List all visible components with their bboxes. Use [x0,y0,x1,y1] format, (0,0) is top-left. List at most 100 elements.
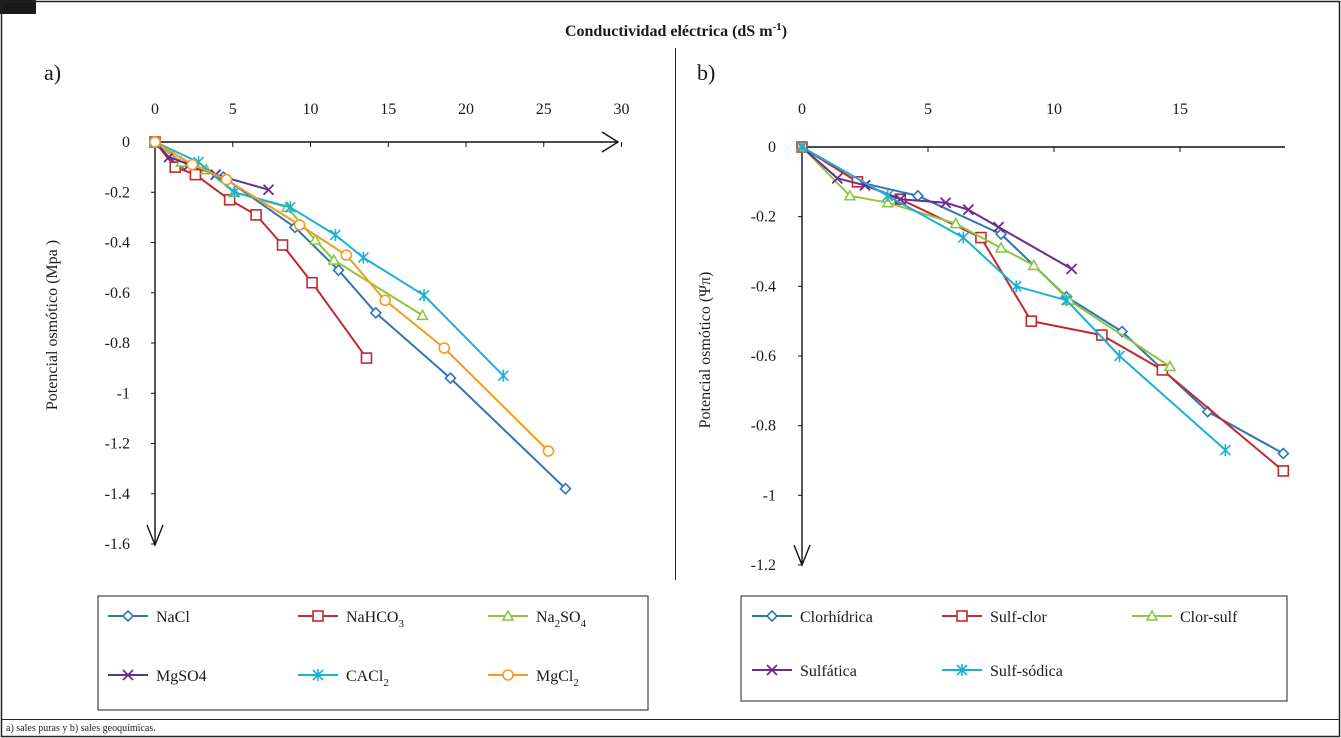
panel-b-y-tick-label: -1 [763,487,776,504]
panel-b-data-point [1066,263,1078,275]
panel-b-label: b) [697,60,715,85]
legend-label: Na2SO4 [536,609,587,630]
panel-b-x-tick-label: 10 [1046,101,1062,118]
panel-a-y-tick-label: -0.2 [105,184,130,201]
panel-b-series-0 [795,140,1290,460]
panel-a-legend-item: MgSO4 [108,668,207,685]
panel-b-series-line [801,146,1284,472]
panel-a-series-0 [148,135,572,495]
corner-mark [0,0,36,14]
panel-a-series-4 [149,136,509,382]
panel-b-data-point [1096,329,1108,341]
legend-label: Sulf-sódica [990,663,1063,680]
panel-b-data-point [882,189,894,202]
panel-b-data-point [1113,349,1126,362]
panel-b-legend-item: Clorhídrica [752,609,873,626]
panel-a-y-tick-label: -1.6 [105,536,130,553]
panel-a-data-point [149,136,161,148]
panel-a-y-tick-label: -1.4 [105,486,130,503]
panel-b-data-point [949,216,963,229]
panel-b-legend: Clorhídrica Sulf-clor Clor-sulf Sulfática Su… [752,609,1238,680]
legend-label: Sulfática [800,663,857,680]
panel-a-data-point [418,289,430,302]
panel-b-data-point [1010,280,1022,293]
legend-label: CACl2 [346,668,389,689]
panel-a-x-tick-label: 0 [151,101,159,118]
panel-b-data-point [894,193,906,205]
legend-label: Clor-sulf [1180,609,1238,626]
legend-label: Clorhídrica [800,609,873,626]
panel-a-series-line [154,141,368,359]
legend-swatch-marker [956,664,968,676]
panel-a-data-point [327,253,341,265]
panel-a-legend: NaCl NaHCO3 Na2SO4 MgSO4 CACl2 MgCl2 [108,609,587,689]
panel-b-legend-item: Sulf-sódica [942,663,1063,680]
legend-swatch-marker [765,609,779,623]
panel-a-y-tick-label: -0.8 [105,335,130,352]
panel-b-x-tick-label: 15 [1172,101,1188,118]
legend-label: NaHCO3 [346,609,404,630]
panel-b-series-3 [796,141,1078,275]
panel-a-y-tick-label: -1.2 [105,436,130,453]
panel-a-data-point [329,228,341,241]
panel-b-data-point [881,196,895,208]
panel-a-data-point [228,186,240,199]
panel-b-data-point [1219,444,1231,457]
panel-a-x-tick-label: 20 [458,101,474,118]
panel-a-data-point [220,173,233,186]
panel-a-data-point [169,161,182,173]
panel-b-y-tick-label: -0.2 [751,209,776,226]
legend-label: NaCl [156,609,190,626]
legend-label: MgSO4 [156,668,207,685]
panel-b-y-tick-label: -1.2 [751,557,776,574]
panel-a-x-tick-label: 15 [380,101,396,118]
panel-a-legend-item: NaHCO3 [298,609,404,630]
panel-b-data-point [992,221,1005,233]
legend-swatch-marker [501,609,515,621]
panel-a-series-line [154,141,550,452]
panel-a-data-point [306,276,318,289]
panel-b-series-line [801,146,1171,368]
panel-a-legend-item: CACl2 [298,668,389,689]
figure-title: Conductividad eléctrica (dS m-1) [565,21,787,40]
panel-a-data-point [360,352,373,364]
panel-a-data-point [340,249,353,261]
panel-a-data-point [444,372,457,385]
panel-b-legend-item: Sulfática [752,663,857,680]
panel-a-x-arrow [601,131,620,153]
panel-a-series [148,135,572,495]
panel-a-data-point [186,158,199,171]
legend-label: MgCl2 [536,668,579,689]
chart-panel-b: b) Potencial osmótico (Ψπ) 0 5 10 15 0 -0.2 -0… [697,60,1290,702]
panel-a-data-point [262,184,275,196]
legend-swatch-marker [312,669,324,681]
legend-label: Sulf-clor [990,609,1048,626]
chart-panel-a: a) Potencial osmótico (Mpa ) 0 5 10 15 20 25 3… [44,60,649,711]
panel-b-series-1 [796,141,1290,477]
panel-b-series-line [801,146,1227,451]
panel-a-legend-item: MgCl2 [488,668,579,689]
panel-a-data-point [416,308,429,321]
panel-a-legend-item: Na2SO4 [488,609,587,630]
panel-a-series-line [154,141,567,490]
panel-b-data-point [1277,447,1290,460]
panel-b-x-tick-label: 0 [798,101,806,118]
panel-a-x-tick-label: 10 [303,101,319,118]
panel-a-label: a) [44,60,61,85]
legend-swatch-marker [1145,609,1159,621]
panel-b-data-point [957,231,969,244]
panel-a-y-tick-label: -1 [117,385,130,402]
panel-a-data-point [379,294,391,307]
legend-swatch-marker [502,669,514,681]
panel-a-ylabel: Potencial osmótico (Mpa ) [44,240,61,410]
panel-b-data-point [994,241,1008,253]
panel-a-data-point [276,239,289,251]
legend-swatch-marker [121,609,135,623]
panel-a-data-point [250,209,262,221]
panel-a-axes [146,131,620,547]
panel-a-data-point [293,219,306,231]
panel-b-series-4 [796,141,1231,457]
panel-b-data-point [962,204,974,216]
